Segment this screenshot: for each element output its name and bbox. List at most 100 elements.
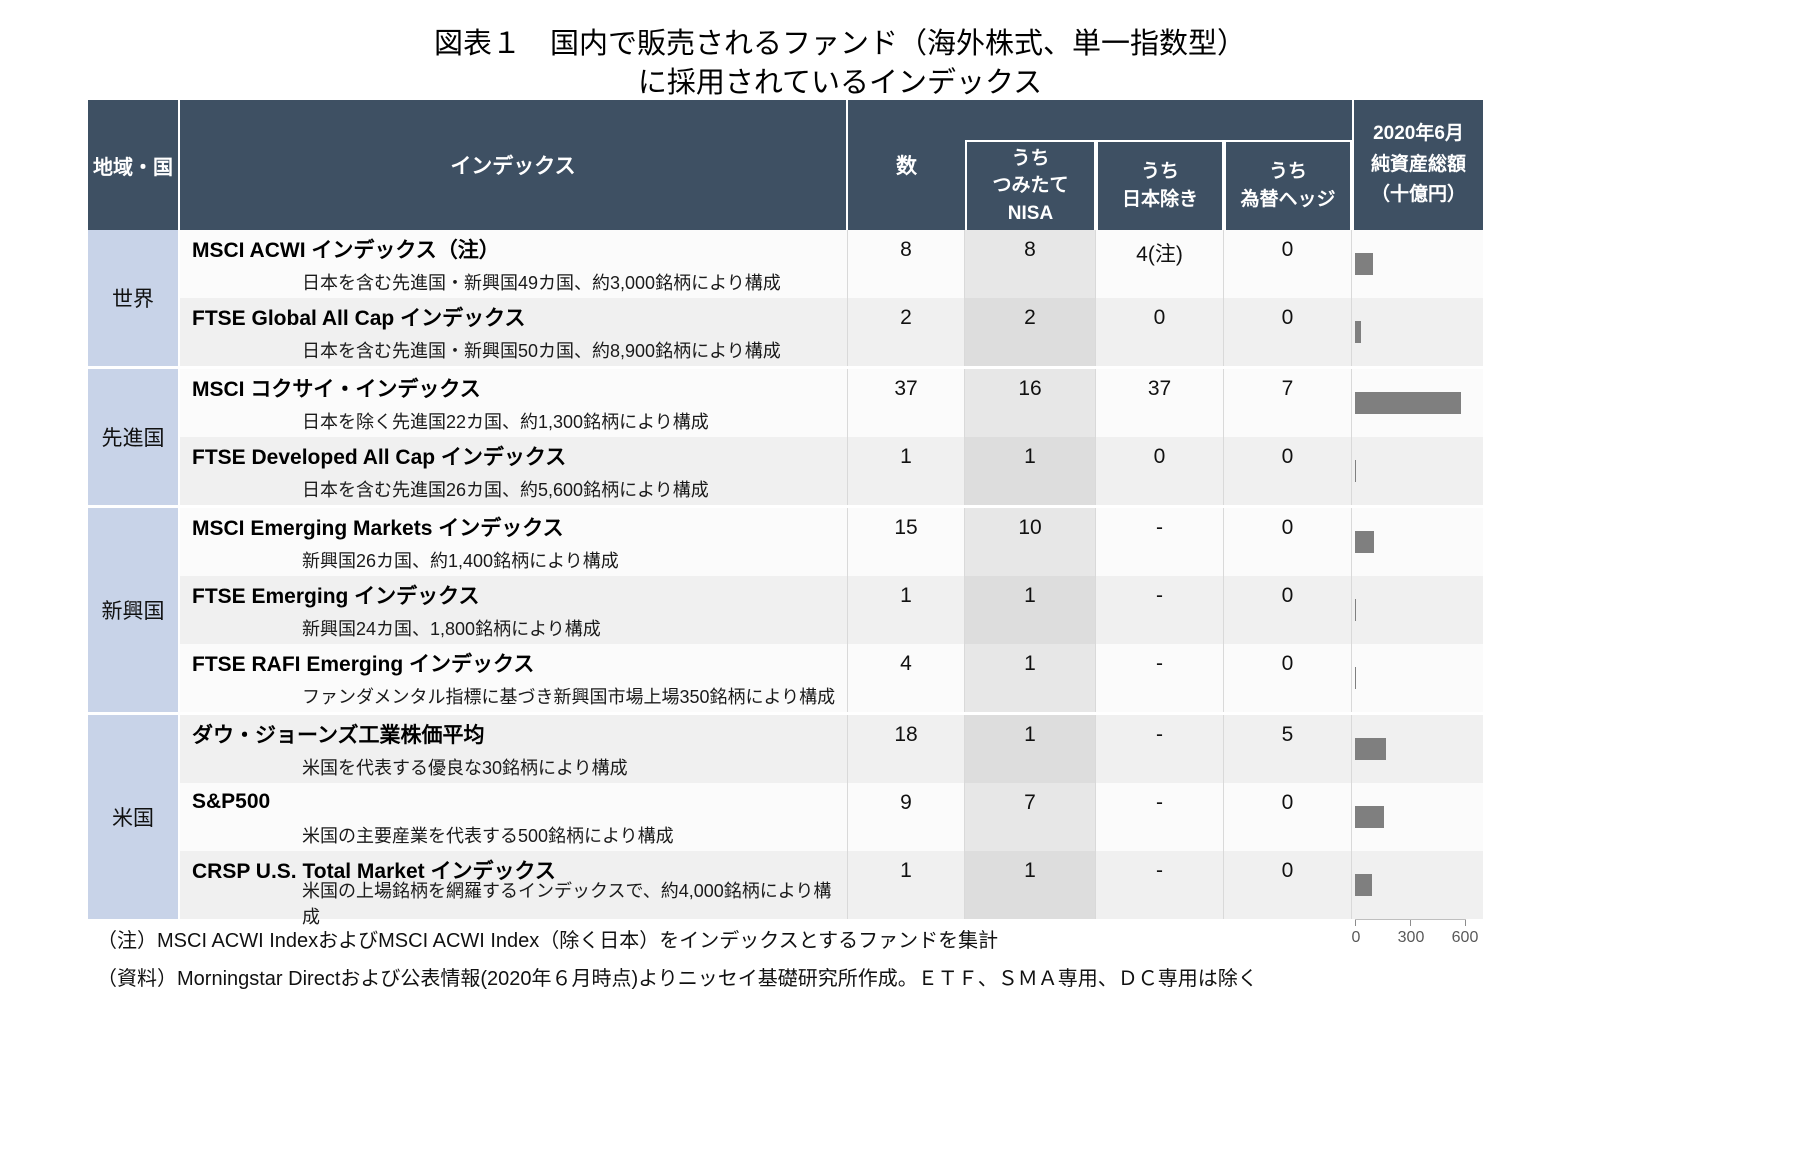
hedge-count-cell: 0 [1224,576,1352,644]
index-description: 日本を含む先進国・新興国50カ国、約8,900銘柄により構成 [302,341,781,361]
axis-tick-label: 0 [1351,929,1361,946]
bar-chart-axis: 0 300 600 [1351,919,1478,949]
count-cell: 9 [848,783,965,851]
index-cell: CRSP U.S. Total Market インデックス 米国の上場銘柄を網羅… [180,851,848,927]
aum-bar-track [1355,667,1466,689]
table-row: CRSP U.S. Total Market インデックス 米国の上場銘柄を網羅… [180,851,1483,927]
hedge-count-cell: 0 [1224,298,1352,366]
table-row: FTSE RAFI Emerging インデックス ファンダメンタル指標に基づき… [180,644,1483,712]
aum-cell [1352,851,1483,919]
index-cell: FTSE RAFI Emerging インデックス ファンダメンタル指標に基づき… [180,644,848,712]
header-region: 地域・国 [88,100,180,230]
region-group-us: 米国 ダウ・ジョーンズ工業株価平均 米国を代表する優良な30銘柄により構成 18… [88,712,1483,927]
axis-tick-label: 600 [1451,929,1479,946]
count-cell: 1 [848,576,965,644]
aum-bar-track [1355,253,1466,275]
hedge-count-cell: 7 [1224,369,1352,437]
hedge-count-cell: 5 [1224,715,1352,783]
index-name: MSCI Emerging Markets インデックス [192,517,564,540]
aum-cell [1352,437,1483,505]
ex-japan-count-cell: - [1096,644,1224,712]
aum-cell [1352,644,1483,712]
region-label: 先進国 [88,369,180,505]
index-cell: MSCI コクサイ・インデックス 日本を除く先進国22カ国、約1,300銘柄によ… [180,369,848,437]
hedge-count-cell: 0 [1224,230,1352,298]
index-description: 新興国24カ国、1,800銘柄により構成 [302,619,601,639]
aum-bar-track [1355,599,1466,621]
region-group-emerging: 新興国 MSCI Emerging Markets インデックス 新興国26カ国… [88,505,1483,712]
count-cell: 8 [848,230,965,298]
count-cell: 4 [848,644,965,712]
axis-tick [1410,920,1411,926]
ex-japan-count-cell: - [1096,576,1224,644]
region-label: 世界 [88,230,180,366]
header-index: インデックス [180,100,848,230]
index-description: 日本を除く先進国22カ国、約1,300銘柄により構成 [302,412,709,432]
table-row: FTSE Emerging インデックス 新興国24カ国、1,800銘柄により構… [180,576,1483,644]
nisa-count-cell: 8 [965,230,1096,298]
aum-bar-track [1355,531,1466,553]
aum-bar [1355,667,1356,689]
index-name: MSCI コクサイ・インデックス [192,378,481,401]
table-row: MSCI Emerging Markets インデックス 新興国26カ国、約1,… [180,508,1483,576]
hedge-count-cell: 0 [1224,783,1352,851]
ex-japan-count-cell: - [1096,715,1224,783]
ex-japan-count-cell: 4(注) [1096,230,1224,298]
region-label: 新興国 [88,508,180,712]
header-ex-japan: うち 日本除き [1096,140,1224,230]
region-group-developed: 先進国 MSCI コクサイ・インデックス 日本を除く先進国22カ国、約1,300… [88,366,1483,505]
region-label: 米国 [88,715,180,919]
index-name: FTSE Developed All Cap インデックス [192,446,567,469]
table-row: MSCI コクサイ・インデックス 日本を除く先進国22カ国、約1,300銘柄によ… [180,369,1483,437]
source-note: （資料）Morningstar Directおよび公表情報(2020年６月時点)… [97,968,1258,990]
nisa-count-cell: 7 [965,783,1096,851]
index-cell: FTSE Emerging インデックス 新興国24カ国、1,800銘柄により構… [180,576,848,644]
ex-japan-count-cell: 37 [1096,369,1224,437]
footnote: （注）MSCI ACWI IndexおよびMSCI ACWI Index（除く日… [97,930,999,952]
axis-tick [1355,920,1356,926]
figure-title-line1: 図表１ 国内で販売されるファンド（海外株式、単一指数型） [433,26,1246,60]
header-count: 数 [896,155,917,178]
index-cell: FTSE Global All Cap インデックス 日本を含む先進国・新興国5… [180,298,848,366]
aum-cell [1352,715,1483,783]
table-row: ダウ・ジョーンズ工業株価平均 米国を代表する優良な30銘柄により構成 18 1 … [180,715,1483,783]
axis-tick-label: 300 [1397,929,1425,946]
count-cell: 1 [848,851,965,919]
header-tsumitate-nisa: うち つみたて NISA [965,140,1096,230]
index-cell: FTSE Developed All Cap インデックス 日本を含む先進国26… [180,437,848,505]
index-description: 新興国26カ国、約1,400銘柄により構成 [302,551,619,571]
aum-bar [1355,531,1375,553]
index-cell: MSCI Emerging Markets インデックス 新興国26カ国、約1,… [180,508,848,576]
index-table: 地域・国 インデックス 数 うち つみたて NISA うち 日本除き うち 為替… [88,100,1483,927]
index-name: S&P500 [192,790,271,813]
aum-bar-track [1355,392,1466,414]
header-net-assets: 2020年6月 純資産総額 （十億円） [1352,100,1483,230]
region-group-world: 世界 MSCI ACWI インデックス（注） 日本を含む先進国・新興国49カ国、… [88,230,1483,366]
nisa-count-cell: 16 [965,369,1096,437]
aum-bar [1355,392,1462,414]
table-row: S&P500 米国の主要産業を代表する500銘柄により構成 9 7 - 0 [180,783,1483,851]
table-row: MSCI ACWI インデックス（注） 日本を含む先進国・新興国49カ国、約3,… [180,230,1483,298]
nisa-count-cell: 1 [965,644,1096,712]
index-name: MSCI ACWI インデックス（注） [192,239,500,262]
aum-cell [1352,783,1483,851]
table-body: 世界 MSCI ACWI インデックス（注） 日本を含む先進国・新興国49カ国、… [88,230,1483,927]
axis-tick [1465,920,1466,926]
nisa-count-cell: 10 [965,508,1096,576]
ex-japan-count-cell: - [1096,508,1224,576]
table-header: 地域・国 インデックス 数 うち つみたて NISA うち 日本除き うち 為替… [88,100,1483,230]
index-cell: S&P500 米国の主要産業を代表する500銘柄により構成 [180,783,848,851]
index-description: 米国を代表する優良な30銘柄により構成 [302,758,628,778]
ex-japan-count-cell: 0 [1096,437,1224,505]
aum-bar [1355,253,1373,275]
count-cell: 2 [848,298,965,366]
hedge-count-cell: 0 [1224,644,1352,712]
figure-title-line2: に採用されているインデックス [637,65,1043,100]
aum-bar-track [1355,460,1466,482]
nisa-count-cell: 1 [965,576,1096,644]
index-description: 日本を含む先進国・新興国49カ国、約3,000銘柄により構成 [302,273,781,293]
index-description: 日本を含む先進国26カ国、約5,600銘柄により構成 [302,480,709,500]
table-row: FTSE Global All Cap インデックス 日本を含む先進国・新興国5… [180,298,1483,366]
aum-bar-track [1355,806,1466,828]
